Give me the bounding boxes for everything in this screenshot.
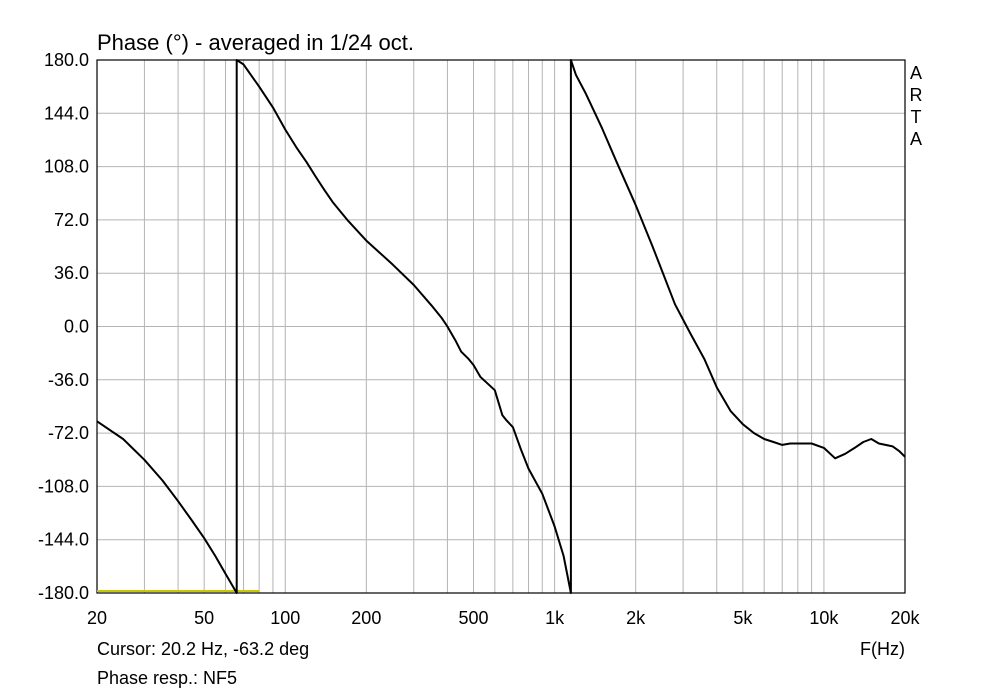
x-tick-label: 100: [270, 608, 300, 628]
watermark-letter: T: [911, 107, 922, 127]
y-tick-label: -144.0: [38, 530, 89, 550]
x-tick-label: 1k: [545, 608, 565, 628]
y-tick-label: 72.0: [54, 210, 89, 230]
y-tick-labels: 180.0 144.0 108.0 72.0 36.0 0.0 -36.0 -72.0 -108…: [38, 50, 89, 603]
y-tick-label: -180.0: [38, 583, 89, 603]
x-tick-label: 2k: [626, 608, 646, 628]
watermark-letter: R: [910, 85, 923, 105]
y-tick-label: -108.0: [38, 476, 89, 496]
cursor-readout: Cursor: 20.2 Hz, -63.2 deg: [97, 639, 309, 659]
watermark-letter: A: [910, 63, 922, 83]
y-tick-label: -72.0: [48, 423, 89, 443]
x-tick-label: 10k: [809, 608, 839, 628]
x-tick-label: 500: [458, 608, 488, 628]
x-tick-label: 200: [351, 608, 381, 628]
x-tick-label: 5k: [733, 608, 753, 628]
grid-lines: [97, 60, 905, 593]
x-tick-label: 20k: [890, 608, 920, 628]
y-tick-label: 180.0: [44, 50, 89, 70]
x-tick-labels: 20 50 100 200 500 1k 2k 5k 10k 20k: [87, 608, 921, 628]
y-tick-label: 0.0: [64, 317, 89, 337]
x-tick-label: 20: [87, 608, 107, 628]
chart-title: Phase (°) - averaged in 1/24 oct.: [97, 30, 414, 55]
y-tick-label: 36.0: [54, 263, 89, 283]
y-tick-label: -36.0: [48, 370, 89, 390]
plot-frame: [96, 59, 906, 594]
x-tick-label: 50: [194, 608, 214, 628]
y-tick-label: 108.0: [44, 157, 89, 177]
y-tick-label: 144.0: [44, 103, 89, 123]
legend-phase-resp: Phase resp.: NF5: [97, 668, 237, 688]
x-axis-label: F(Hz): [860, 639, 905, 659]
watermark-letter: A: [910, 129, 922, 149]
series-nf5-line: [96, 59, 906, 594]
